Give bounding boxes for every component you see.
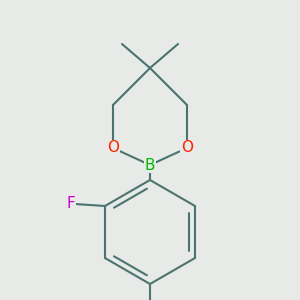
Text: B: B bbox=[145, 158, 155, 172]
Text: O: O bbox=[181, 140, 193, 155]
Text: F: F bbox=[67, 196, 75, 211]
Text: O: O bbox=[107, 140, 119, 155]
